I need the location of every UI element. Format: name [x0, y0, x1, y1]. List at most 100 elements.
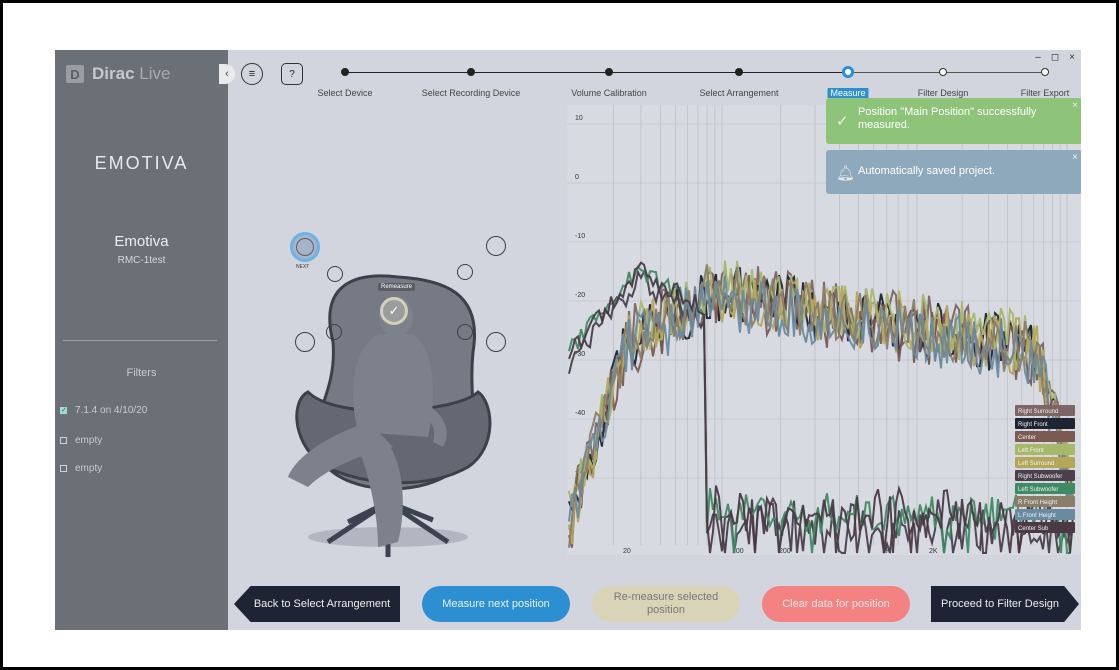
remeasure-selected-position-button[interactable]: Re-measure selected position [592, 586, 740, 622]
step-label-volume-calibration[interactable]: Volume Calibration [571, 88, 647, 98]
legend-swatch[interactable] [1015, 444, 1075, 455]
proceed-to-filter-design-button[interactable]: Proceed to Filter Design [931, 586, 1079, 622]
response-trace-left-surround [568, 276, 1074, 545]
sidebar: D Dirac Live EMOTIVA Emotiva RMC-1test F… [55, 50, 228, 630]
back-to-select-arrangement-button[interactable]: Back to Select Arrangement [234, 586, 400, 622]
device-model: RMC-1test [117, 255, 166, 266]
filters-title: Filters [126, 367, 157, 379]
legend-label[interactable]: R Front Height [1018, 500, 1057, 506]
notification-info: 🔔︎ Automatically saved project. × [826, 150, 1081, 194]
legend-swatch[interactable] [1015, 509, 1075, 520]
filter-checkbox-icon[interactable] [60, 437, 67, 444]
legend-label[interactable]: Left Surround [1018, 461, 1054, 467]
legend-swatch[interactable] [1015, 470, 1075, 481]
legend-swatch[interactable] [1015, 418, 1075, 429]
x-tick-label: 100 [732, 548, 744, 555]
wizard-stepper: Select Device Select Recording Device Vo… [315, 50, 1075, 102]
collapse-sidebar-button[interactable]: ‹ [219, 64, 235, 84]
speaker-position[interactable] [486, 236, 506, 256]
response-trace-r-front-height [568, 264, 1074, 548]
step-dot-select-recording-device[interactable] [467, 68, 475, 76]
notification-text: Automatically saved project. [858, 165, 995, 177]
step-label-filter-export[interactable]: Filter Export [1020, 88, 1070, 98]
legend-label[interactable]: Center [1018, 435, 1036, 441]
y-tick-label: 10 [575, 115, 583, 122]
remeasure-tooltip: Remeasure [378, 283, 416, 291]
next-label: NEXT [296, 264, 310, 270]
legend-swatch[interactable] [1015, 405, 1075, 416]
emotiva-logo: EMOTIVA [94, 153, 189, 173]
filter-slot-1[interactable]: ✓ 7.1.4 on 4/10/20 [60, 405, 147, 416]
listening-position-map: NEXT ✓ Remeasure [228, 102, 568, 572]
y-tick-label: -30 [575, 351, 585, 358]
response-trace-center-sub [568, 261, 1074, 554]
notification-close-button[interactable]: × [1072, 152, 1078, 163]
stepper-line-done [345, 72, 845, 73]
dirac-live-window: D Dirac Live EMOTIVA Emotiva RMC-1test F… [55, 50, 1081, 630]
sidebar-divider [63, 340, 217, 341]
filter-checkbox-icon[interactable] [60, 465, 67, 472]
speaker-position[interactable] [457, 324, 473, 340]
step-dot-filter-design[interactable] [939, 68, 947, 76]
brand: D Dirac Live [66, 64, 170, 84]
help-button[interactable]: ? [281, 63, 303, 85]
minimize-button[interactable]: – [1035, 52, 1041, 63]
filter-label: 7.1.4 on 4/10/20 [75, 405, 148, 416]
step-label-select-arrangement[interactable]: Select Arrangement [699, 88, 779, 98]
chair-illustration [288, 274, 492, 557]
x-tick-label: 200 [779, 548, 791, 555]
step-label-select-recording-device[interactable]: Select Recording Device [421, 88, 521, 98]
clear-data-for-position-button[interactable]: Clear data for position [762, 586, 910, 622]
legend-label[interactable]: Right Front [1018, 422, 1048, 428]
filter-slot-3[interactable]: empty [60, 463, 102, 474]
legend-label[interactable]: L Front Height [1018, 513, 1056, 519]
bell-icon: 🔔︎ [836, 165, 856, 182]
step-dot-select-device[interactable] [341, 68, 349, 76]
legend-label[interactable]: Left Subwoofer [1018, 487, 1058, 493]
step-label-select-device[interactable]: Select Device [317, 88, 373, 98]
speaker-position[interactable] [486, 332, 506, 352]
y-tick-label: -20 [575, 292, 585, 299]
frequency-response-chart: 10 0 -10 -20 -30 -40 -50 20 100 200 1K 2K Right Surr… [567, 105, 1081, 555]
checkmark-icon: ✓ [836, 113, 849, 130]
x-tick-label: 20 [623, 548, 631, 555]
legend-swatch[interactable] [1015, 483, 1075, 494]
speaker-position[interactable] [295, 332, 315, 352]
filter-checkbox-checked-icon[interactable]: ✓ [60, 407, 67, 414]
speaker-position[interactable] [327, 266, 343, 282]
measured-position-check-icon[interactable]: ✓ [380, 297, 408, 325]
y-tick-label: -40 [575, 410, 585, 417]
legend-label[interactable]: Center Sub [1018, 526, 1049, 532]
speaker-position[interactable] [326, 324, 342, 340]
step-label-measure[interactable]: Measure [827, 88, 869, 98]
x-tick-label: 2K [929, 548, 938, 555]
notification-close-button[interactable]: × [1072, 100, 1078, 111]
window-controls: – ◻ × [1035, 52, 1075, 63]
bottom-action-bar: Back to Select Arrangement Measure next … [228, 580, 1081, 630]
legend-label[interactable]: Right Surround [1018, 409, 1058, 415]
y-tick-label: -10 [575, 233, 585, 240]
legend-swatch[interactable] [1015, 522, 1075, 533]
y-tick-label: 0 [575, 174, 579, 181]
legend-swatch[interactable] [1015, 431, 1075, 442]
device-name: Emotiva [114, 233, 169, 250]
menu-button[interactable]: ≡ [241, 63, 263, 85]
step-dot-volume-calibration[interactable] [605, 68, 613, 76]
close-button[interactable]: × [1069, 52, 1075, 63]
step-dot-filter-export[interactable] [1041, 68, 1049, 76]
restore-button[interactable]: ◻ [1050, 52, 1060, 63]
filter-label: empty [75, 435, 103, 446]
filter-slot-2[interactable]: empty [60, 435, 102, 446]
speaker-position[interactable] [457, 264, 473, 280]
step-dot-select-arrangement[interactable] [735, 68, 743, 76]
legend-label[interactable]: Left Front [1018, 448, 1044, 454]
step-dot-measure[interactable] [842, 66, 854, 78]
response-trace-l-front-height [568, 275, 1074, 522]
legend-swatch[interactable] [1015, 457, 1075, 468]
legend-swatch[interactable] [1015, 496, 1075, 507]
measure-next-position-button[interactable]: Measure next position [422, 586, 570, 622]
step-label-filter-design[interactable]: Filter Design [917, 88, 969, 98]
legend-label[interactable]: Right Subwoofer [1018, 474, 1062, 480]
